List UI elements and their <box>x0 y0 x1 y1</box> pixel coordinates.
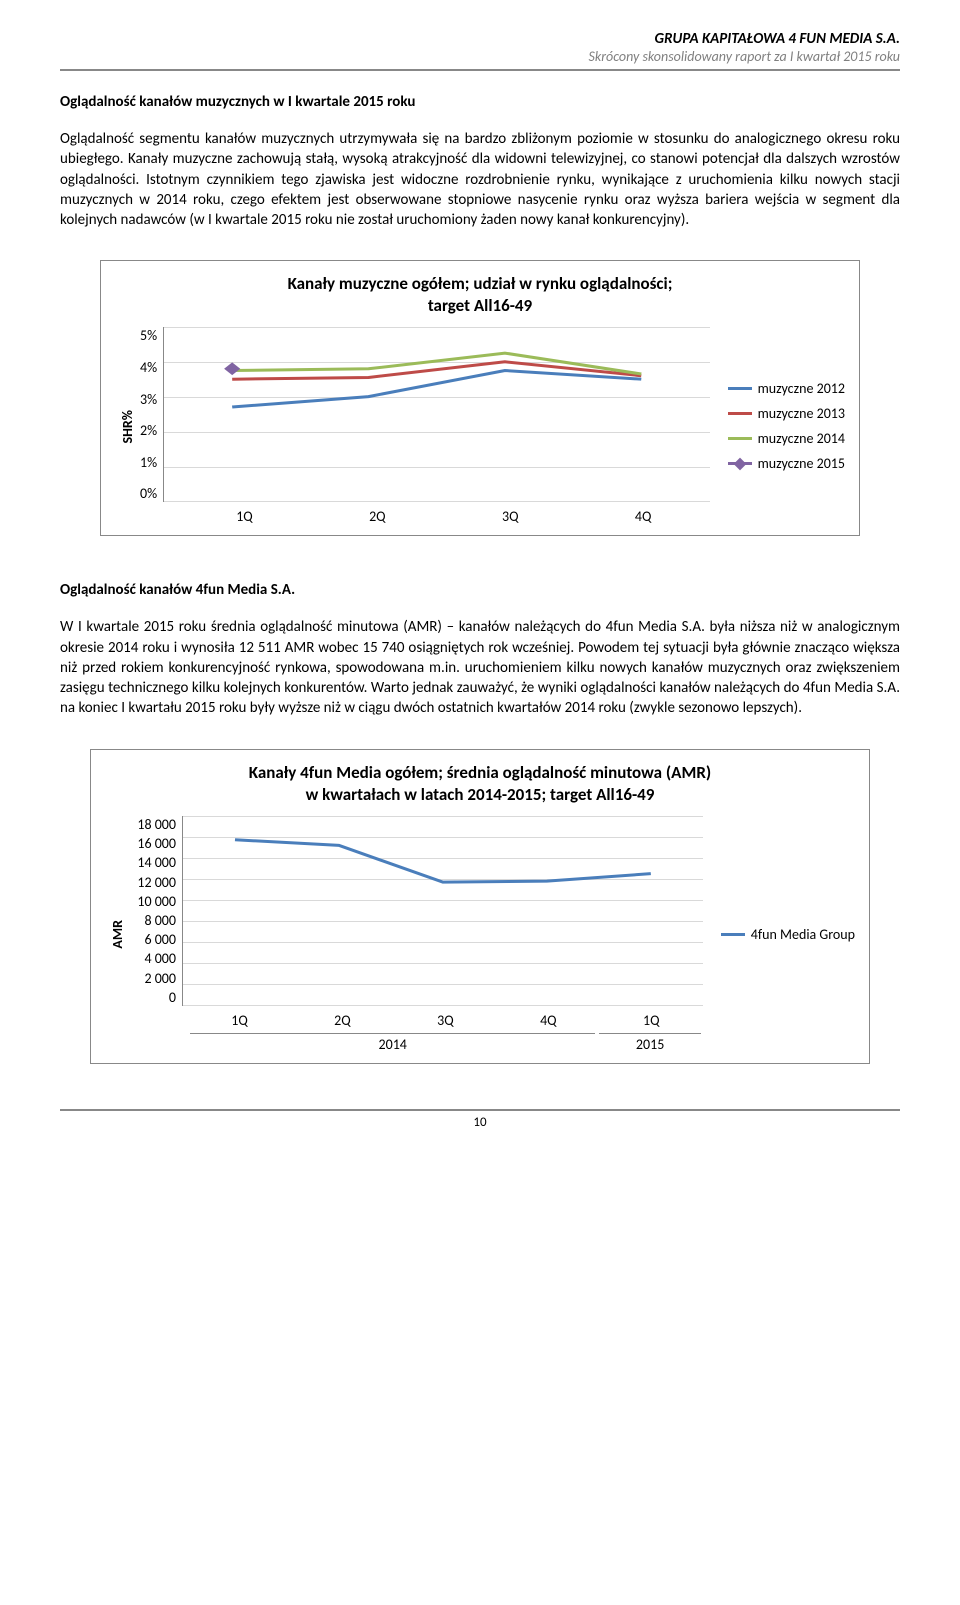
ytick-label: 2 000 <box>130 970 176 987</box>
xtick-label: 2Q <box>291 1012 394 1029</box>
legend-item: muzyczne 2012 <box>728 380 845 397</box>
xtick-label: 4Q <box>577 508 710 525</box>
ytick-label: 4% <box>140 359 157 376</box>
ytick-label: 14 000 <box>130 854 176 871</box>
chart1-xticks: 1Q2Q3Q4Q <box>140 508 710 525</box>
ytick-label: 4 000 <box>130 950 176 967</box>
xgroup-label: 2015 <box>599 1033 700 1053</box>
legend-swatch <box>728 387 752 390</box>
legend-swatch <box>728 412 752 415</box>
company-name: GRUPA KAPITAŁOWA 4 FUN MEDIA S.A. <box>60 30 900 48</box>
xtick-label: 1Q <box>188 1012 291 1029</box>
chart1-legend: muzyczne 2012 muzyczne 2013 muzyczne 2014 m… <box>710 327 845 525</box>
legend-swatch <box>721 933 745 936</box>
chart2-legend: 4fun Media Group <box>703 816 855 1053</box>
chart1: Kanały muzyczne ogółem; udział w rynku o… <box>100 260 860 536</box>
legend-label: muzyczne 2014 <box>758 430 845 447</box>
ytick-label: 2% <box>140 422 157 439</box>
ytick-label: 6 000 <box>130 931 176 948</box>
section2-title: Oglądalność kanałów 4fun Media S.A. <box>60 581 900 599</box>
page-header: GRUPA KAPITAŁOWA 4 FUN MEDIA S.A. Skróco… <box>60 30 900 65</box>
legend-item: muzyczne 2014 <box>728 430 845 447</box>
legend-label: muzyczne 2013 <box>758 405 845 422</box>
report-subtitle: Skrócony skonsolidowany raport za I kwar… <box>60 48 900 65</box>
ytick-label: 16 000 <box>130 835 176 852</box>
xtick-label: 1Q <box>178 508 311 525</box>
ytick-label: 8 000 <box>130 912 176 929</box>
chart1-plot-area <box>163 327 709 502</box>
section1-body: Oglądalność segmentu kanałów muzycznych … <box>60 129 900 230</box>
ytick-label: 18 000 <box>130 816 176 833</box>
page-number: 10 <box>60 1115 900 1130</box>
ytick-label: 0% <box>140 485 157 502</box>
ytick-label: 12 000 <box>130 874 176 891</box>
chart2-plot-area <box>182 816 703 1006</box>
chart2-ylabel: AMR <box>105 920 130 949</box>
chart2-xgroups: 20142015 <box>130 1033 703 1053</box>
legend-label: muzyczne 2015 <box>758 455 845 472</box>
legend-swatch <box>728 437 752 440</box>
legend-swatch <box>728 462 752 465</box>
xgroup-label: 2014 <box>190 1033 595 1053</box>
legend-label: 4fun Media Group <box>751 926 855 943</box>
ytick-label: 0 <box>130 989 176 1006</box>
chart1-title: Kanały muzyczne ogółem; udział w rynku o… <box>115 273 845 317</box>
xtick-label: 2Q <box>311 508 444 525</box>
chart2: Kanały 4fun Media ogółem; średnia ogląda… <box>90 749 870 1064</box>
ytick-label: 1% <box>140 454 157 471</box>
chart2-title: Kanały 4fun Media ogółem; średnia ogląda… <box>105 762 855 806</box>
chart1-yticks: 5% 4% 3% 2% 1% 0% <box>140 327 163 502</box>
legend-item: muzyczne 2013 <box>728 405 845 422</box>
header-divider <box>60 69 900 71</box>
ytick-label: 3% <box>140 391 157 408</box>
section1-title: Oglądalność kanałów muzycznych w I kwart… <box>60 93 900 111</box>
xtick-label: 3Q <box>444 508 577 525</box>
xtick-label: 4Q <box>497 1012 600 1029</box>
chart2-yticks: 18 000 16 000 14 000 12 000 10 000 8 000 6 000… <box>130 816 182 1006</box>
legend-item: muzyczne 2015 <box>728 455 845 472</box>
legend-item: 4fun Media Group <box>721 926 855 943</box>
chart2-xticks: 1Q2Q3Q4Q1Q <box>130 1012 703 1029</box>
xtick-label: 3Q <box>394 1012 497 1029</box>
ytick-label: 10 000 <box>130 893 176 910</box>
section2-body: W I kwartale 2015 roku średnia oglądalno… <box>60 617 900 718</box>
legend-label: muzyczne 2012 <box>758 380 845 397</box>
ytick-label: 5% <box>140 327 157 344</box>
footer-divider <box>60 1109 900 1111</box>
xtick-label: 1Q <box>600 1012 703 1029</box>
chart1-ylabel: SHR% <box>115 410 140 444</box>
